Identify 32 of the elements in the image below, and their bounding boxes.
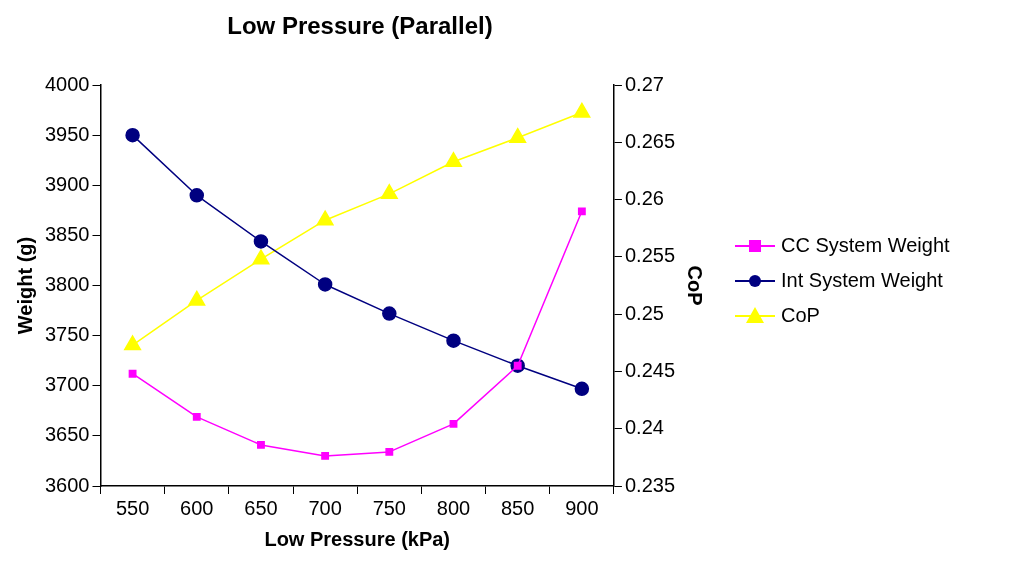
x-tick-label: 600 [180,496,214,519]
legend-label: CoP [781,304,820,327]
y-tick-label: 4000 [44,72,90,95]
y-tick-label: 3650 [44,423,90,446]
y-tick-label: 3800 [44,273,90,296]
x-tick-label: 700 [308,496,342,519]
x-tick-label: 800 [436,496,471,519]
y-tick-label: 3600 [44,473,90,496]
y2-tick-label: 0.26 [624,187,664,210]
y2-tick-label: 0.235 [624,473,676,496]
y-tick-label: 3850 [44,222,90,245]
y2-tick-label: 0.265 [624,129,676,152]
x-tick-label: 650 [244,496,278,519]
y2-tick-label: 0.245 [624,358,676,381]
y2-axis-title: CoP [684,265,707,306]
x-axis-title: Low Pressure (kPa) [264,527,451,550]
y2-tick-label: 0.25 [624,301,664,324]
y-tick-label: 3900 [44,172,90,195]
x-tick-label: 550 [115,496,150,519]
legend-label: Int System Weight [781,269,943,292]
y-axis-title: Weight (g) [13,236,36,335]
x-tick-label: 850 [500,496,535,519]
y2-tick-label: 0.27 [624,72,664,95]
y2-tick-label: 0.24 [624,416,664,439]
x-tick-label: 750 [372,496,406,519]
x-tick-label: 900 [565,496,599,519]
y2-tick-label: 0.255 [624,244,676,267]
chart-title: Low Pressure (Parallel) [226,12,494,40]
y-tick-label: 3750 [44,323,90,346]
legend-label: CC System Weight [781,234,950,257]
y-tick-label: 3700 [44,373,90,396]
y-tick-label: 3950 [44,122,90,145]
